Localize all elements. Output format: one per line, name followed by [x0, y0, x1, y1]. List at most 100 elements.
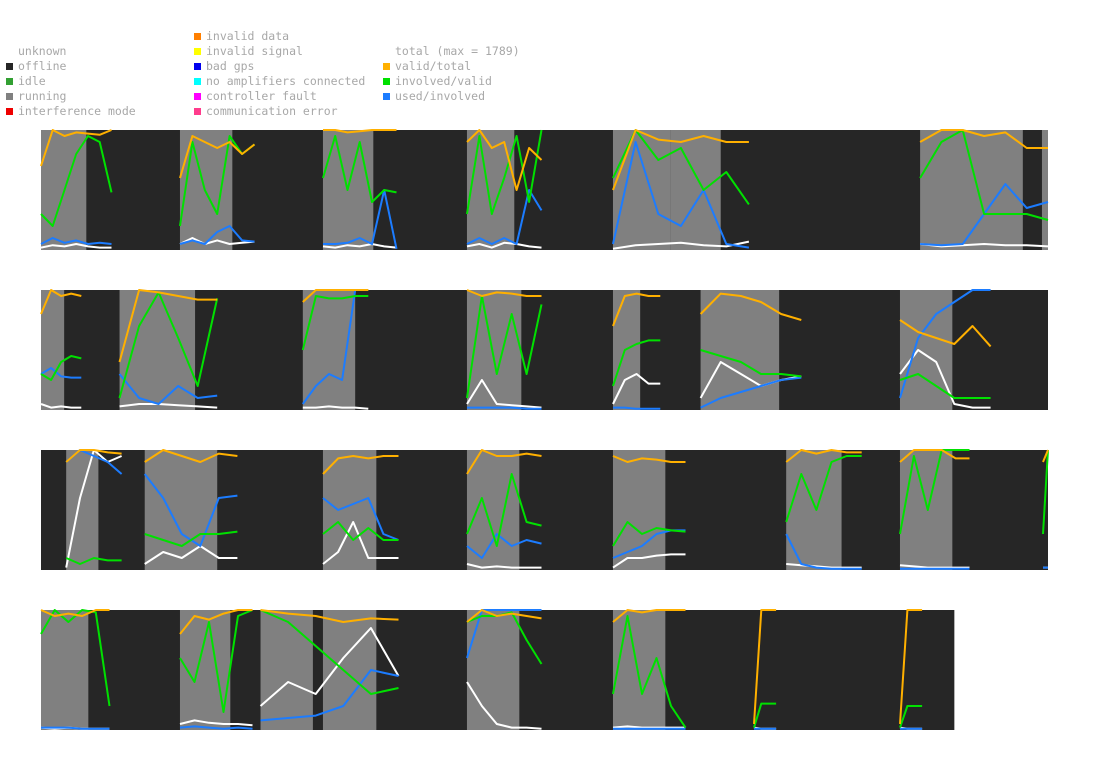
total-line	[612, 725, 686, 729]
valid-line	[699, 292, 802, 321]
running-band	[66, 450, 99, 570]
involved-line	[179, 609, 253, 713]
used-line	[179, 225, 255, 245]
valid-line	[40, 289, 82, 315]
legend-swatch	[6, 48, 13, 55]
legend-label: bad gps	[206, 59, 255, 73]
involved-line	[612, 615, 687, 729]
valid-line	[612, 609, 686, 623]
involved-line	[301, 295, 369, 351]
running-band	[41, 610, 89, 730]
running-band	[466, 610, 520, 730]
total-line	[612, 553, 686, 569]
involved-line	[1042, 449, 1049, 535]
involved-line	[322, 135, 397, 203]
valid-line	[1042, 449, 1049, 463]
legend-swatch	[6, 93, 13, 100]
timeline-row-3	[41, 449, 1049, 570]
running-band	[41, 290, 65, 410]
legend-label: communication error	[206, 104, 338, 118]
total-line	[144, 545, 238, 565]
valid-line	[144, 449, 238, 463]
used-line	[700, 376, 802, 409]
involved-line	[612, 521, 686, 547]
involved-line	[322, 521, 399, 541]
running-band	[1041, 130, 1048, 250]
total-line	[179, 719, 253, 727]
legend-swatch	[383, 78, 390, 85]
legend-swatch	[383, 63, 390, 70]
legend-swatch	[383, 48, 390, 55]
involved-line	[260, 609, 399, 695]
legend-label: used/involved	[395, 89, 486, 103]
involved-line	[899, 373, 991, 399]
involved-line	[466, 129, 543, 215]
running-band	[612, 130, 671, 250]
running-band	[466, 450, 520, 570]
legend-label: unknown	[18, 44, 67, 58]
legend-label: invalid data	[206, 29, 290, 43]
valid-line	[466, 289, 542, 297]
legend-label: idle	[18, 74, 46, 88]
valid-line	[40, 609, 110, 617]
involved-line	[40, 355, 82, 381]
valid-line	[466, 129, 543, 191]
used-line	[40, 367, 82, 379]
total-line	[919, 243, 1049, 248]
valid-line	[919, 129, 1048, 149]
legend-swatch	[194, 63, 201, 70]
legend-label: total (max = 1789)	[395, 44, 520, 58]
legend-swatch	[194, 93, 201, 100]
involved-line	[466, 295, 543, 399]
involved-line	[785, 455, 862, 523]
legend-label: no amplifiers connected	[206, 74, 366, 88]
running-band	[322, 610, 377, 730]
valid-line	[612, 129, 749, 191]
total-line	[899, 349, 991, 409]
used-line	[179, 725, 253, 730]
running-band	[612, 610, 666, 730]
running-band	[260, 610, 313, 730]
total-line	[40, 403, 82, 409]
legend-swatch	[6, 78, 13, 85]
total-line	[466, 241, 542, 249]
total-line	[259, 627, 400, 707]
running-band	[612, 450, 666, 570]
used-line	[613, 406, 661, 410]
legend-label: invalid signal	[206, 44, 303, 58]
legend-swatch	[194, 78, 201, 85]
legend-label: involved/valid	[395, 74, 492, 88]
used-line	[40, 237, 112, 245]
valid-line	[40, 129, 112, 167]
running-band	[670, 130, 721, 250]
valid-line	[179, 609, 253, 635]
total-line	[322, 243, 397, 249]
valid-line	[753, 609, 777, 725]
total-line	[786, 563, 862, 569]
involved-line	[466, 473, 542, 547]
valid-line	[260, 609, 399, 623]
valid-line	[322, 455, 399, 475]
legend-swatch	[383, 93, 390, 100]
legend-swatch	[194, 108, 201, 115]
offline-band	[41, 290, 1048, 410]
used-line	[118, 373, 218, 405]
valid-line	[785, 449, 862, 463]
used-line	[260, 669, 399, 722]
legend-swatch	[6, 63, 13, 70]
running-band	[144, 450, 218, 570]
involved-line	[700, 349, 802, 378]
involved-line	[919, 129, 1049, 221]
legend: unknown offline idle running interference mo…	[0, 0, 1095, 125]
valid-line	[179, 135, 256, 179]
valid-line	[899, 319, 992, 348]
valid-line	[899, 609, 923, 725]
valid-line	[65, 449, 122, 463]
used-line	[785, 533, 862, 570]
total-line	[40, 243, 112, 249]
total-line	[119, 403, 218, 409]
used-line	[322, 497, 399, 541]
total-line	[899, 564, 970, 569]
involved-line	[753, 702, 777, 728]
